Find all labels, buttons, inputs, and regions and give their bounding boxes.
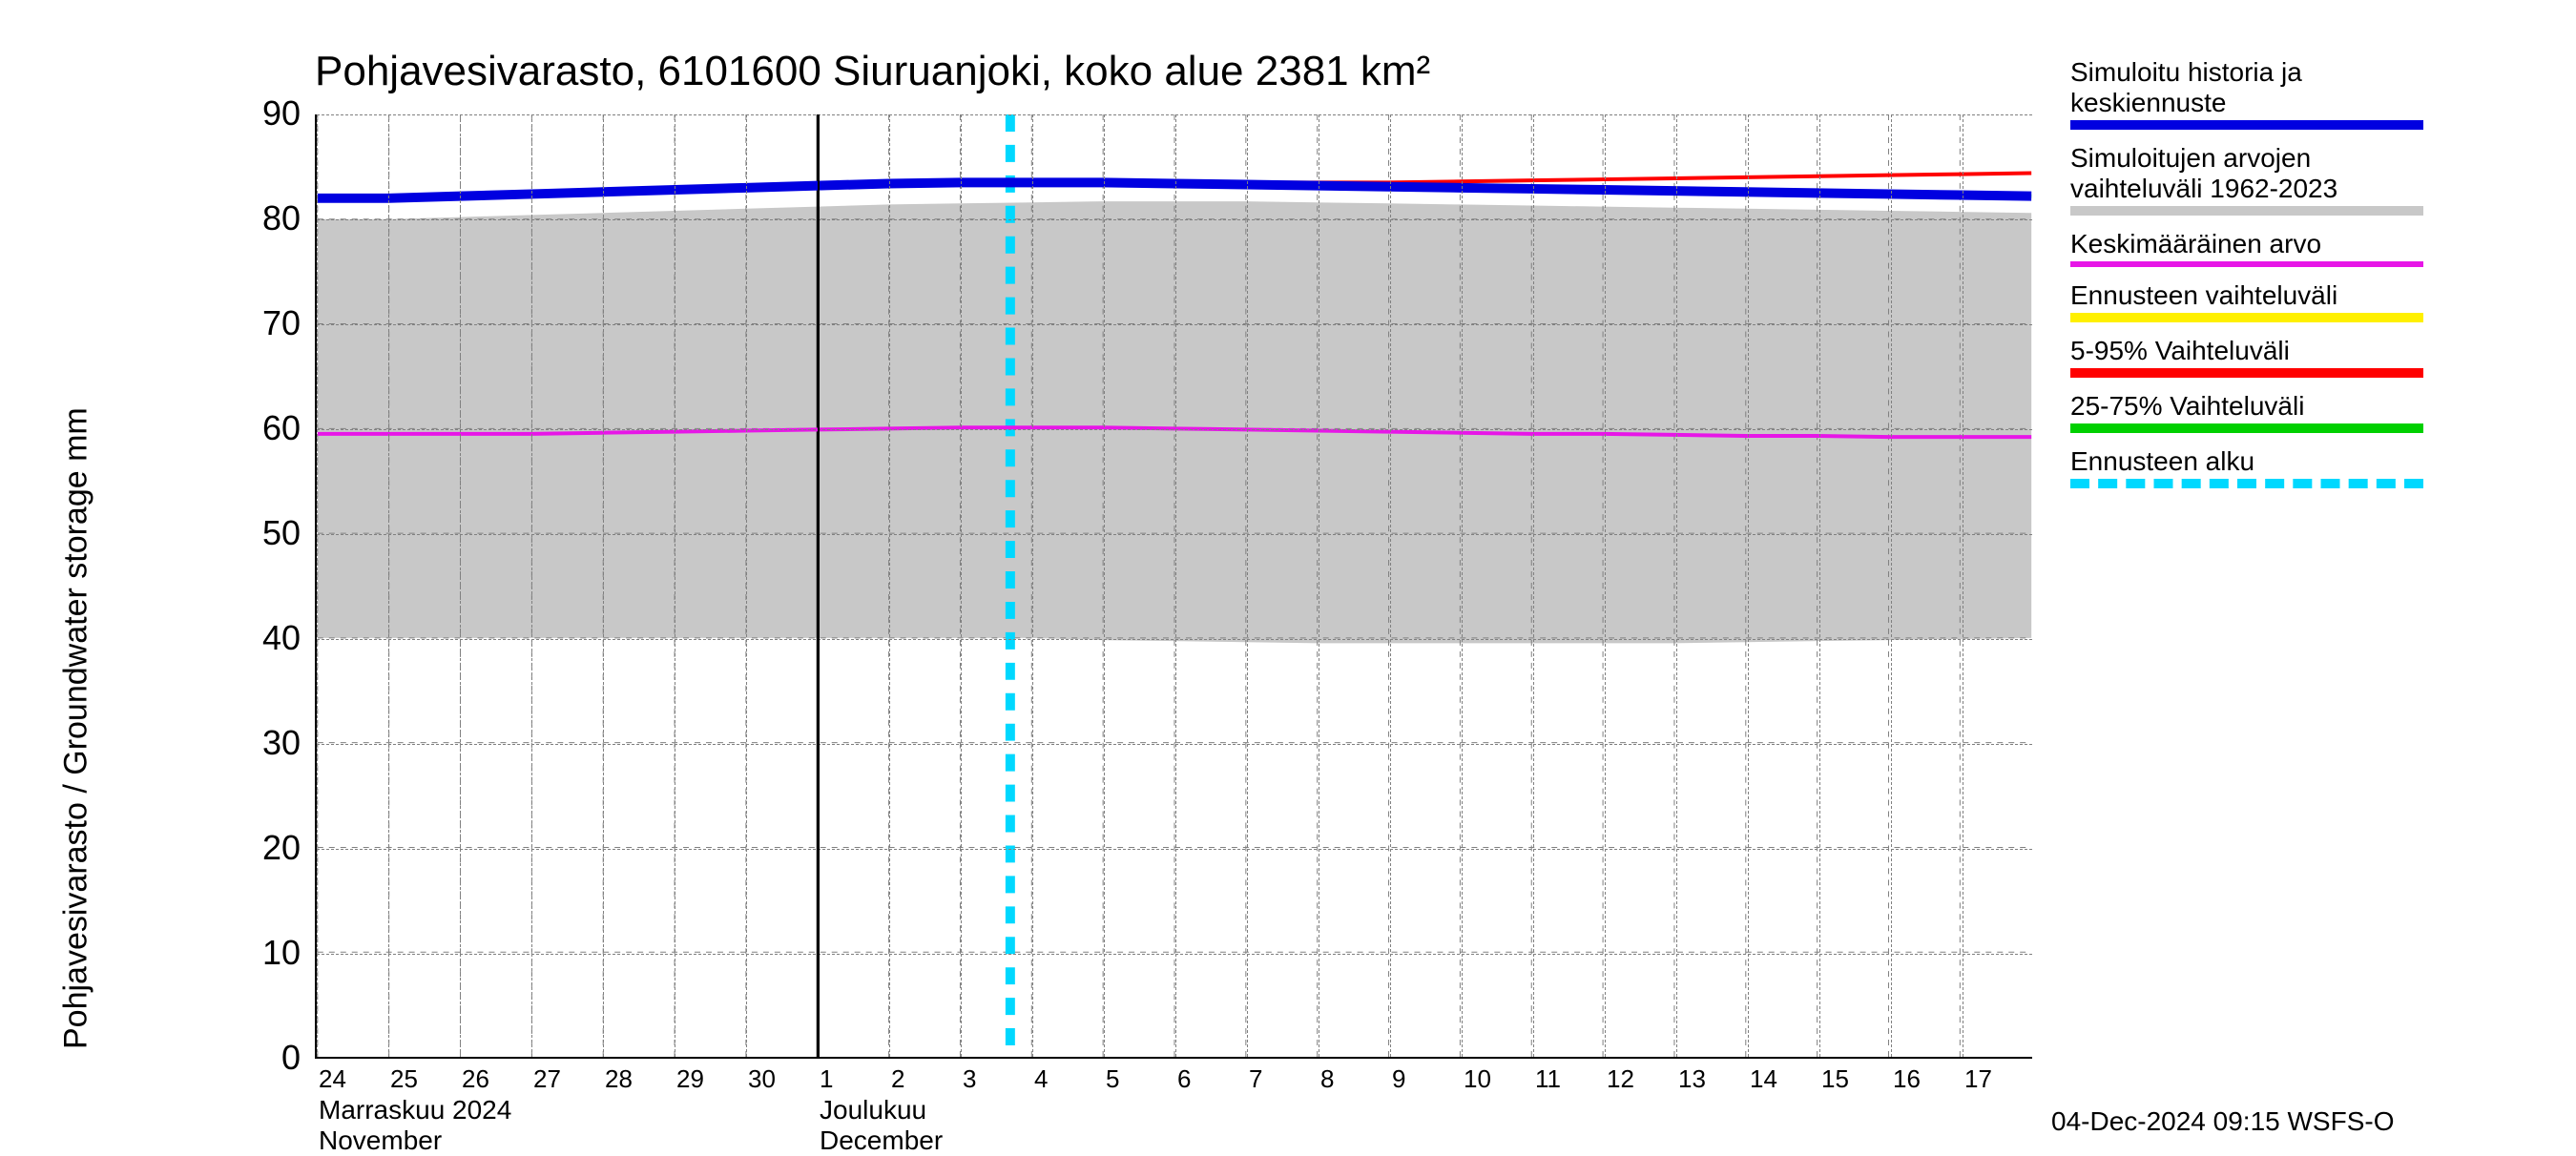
- x-tick-label: 12: [1607, 1064, 1634, 1094]
- x-tick-label: 3: [963, 1064, 976, 1094]
- gridline-v: [1891, 114, 1892, 1057]
- legend-item: 5-95% Vaihteluväli: [2070, 336, 2423, 378]
- y-tick-label: 90: [243, 93, 301, 134]
- x-tick-label: 9: [1392, 1064, 1405, 1094]
- gridline-v: [1676, 114, 1677, 1057]
- x-tick-label: 6: [1177, 1064, 1191, 1094]
- y-axis-label: Pohjavesivarasto / Groundwater storage m…: [58, 407, 95, 1049]
- y-tick-label: 20: [243, 828, 301, 868]
- gridline-h: [317, 954, 2032, 955]
- x-tick-label: 27: [533, 1064, 561, 1094]
- gridline-h: [317, 324, 2032, 325]
- gridline-v: [1819, 114, 1820, 1057]
- legend-label: Ennusteen vaihteluväli: [2070, 280, 2423, 311]
- x-tick-label: 2: [891, 1064, 904, 1094]
- x-tick-label: 17: [1964, 1064, 1992, 1094]
- legend-label: keskiennuste: [2070, 88, 2423, 118]
- y-tick-label: 80: [243, 198, 301, 238]
- legend-swatch: [2070, 120, 2423, 130]
- y-tick-label: 60: [243, 408, 301, 448]
- gridline-v: [1032, 114, 1033, 1057]
- legend-swatch: [2070, 206, 2423, 216]
- legend-swatch: [2070, 423, 2423, 433]
- legend-swatch: [2070, 368, 2423, 378]
- gridline-v: [1247, 114, 1248, 1057]
- plot-svg: [317, 114, 2032, 1057]
- chart-container: Pohjavesivarasto / Groundwater storage m…: [0, 0, 2576, 1145]
- x-month-label: Marraskuu 2024 November: [319, 1095, 511, 1156]
- gridline-v: [746, 114, 747, 1057]
- gridline-h: [317, 639, 2032, 640]
- timestamp-label: 04-Dec-2024 09:15 WSFS-O: [2051, 1106, 2395, 1137]
- chart-title: Pohjavesivarasto, 6101600 Siuruanjoki, k…: [315, 48, 1430, 95]
- gridline-h: [317, 744, 2032, 745]
- gridline-v: [388, 114, 389, 1057]
- y-tick-label: 40: [243, 618, 301, 658]
- legend-label: Ennusteen alku: [2070, 446, 2423, 477]
- x-tick-label: 1: [820, 1064, 833, 1094]
- gridline-v: [1390, 114, 1391, 1057]
- legend-item: Simuloitu historia jakeskiennuste: [2070, 57, 2423, 130]
- gridline-v: [1175, 114, 1176, 1057]
- gridline-v: [818, 114, 820, 1057]
- legend-item: Ennusteen alku: [2070, 446, 2423, 488]
- x-month-label: Joulukuu December: [820, 1095, 943, 1156]
- legend-item: Keskimääräinen arvo: [2070, 229, 2423, 267]
- gridline-v: [1748, 114, 1749, 1057]
- legend-item: 25-75% Vaihteluväli: [2070, 391, 2423, 433]
- x-tick-label: 15: [1821, 1064, 1849, 1094]
- x-tick-label: 28: [605, 1064, 633, 1094]
- legend-swatch: [2070, 261, 2423, 267]
- legend-label: 5-95% Vaihteluväli: [2070, 336, 2423, 366]
- gridline-v: [531, 114, 532, 1057]
- x-tick-label: 10: [1464, 1064, 1491, 1094]
- gridline-v: [460, 114, 461, 1057]
- x-tick-label: 14: [1750, 1064, 1777, 1094]
- y-tick-label: 50: [243, 513, 301, 553]
- gridline-v: [603, 114, 604, 1057]
- x-tick-label: 4: [1034, 1064, 1048, 1094]
- gridline-h: [317, 219, 2032, 220]
- gridline-h: [317, 849, 2032, 850]
- legend: Simuloitu historia jakeskiennusteSimuloi…: [2070, 57, 2423, 502]
- gridline-h: [317, 114, 2032, 115]
- legend-item: Simuloitujen arvojenvaihteluväli 1962-20…: [2070, 143, 2423, 216]
- gridline-v: [889, 114, 890, 1057]
- x-tick-label: 24: [319, 1064, 346, 1094]
- x-tick-label: 13: [1678, 1064, 1706, 1094]
- gridline-v: [1462, 114, 1463, 1057]
- gridline-v: [1104, 114, 1105, 1057]
- legend-label: Simuloitujen arvojen: [2070, 143, 2423, 174]
- legend-label: Simuloitu historia ja: [2070, 57, 2423, 88]
- x-tick-label: 16: [1893, 1064, 1921, 1094]
- gridline-v: [1533, 114, 1534, 1057]
- x-tick-label: 11: [1535, 1064, 1561, 1094]
- gridline-h: [317, 534, 2032, 535]
- gridline-v: [1605, 114, 1606, 1057]
- legend-label: vaihteluväli 1962-2023: [2070, 174, 2423, 204]
- plot-area: [315, 114, 2032, 1059]
- legend-label: 25-75% Vaihteluväli: [2070, 391, 2423, 422]
- legend-item: Ennusteen vaihteluväli: [2070, 280, 2423, 322]
- x-tick-label: 30: [748, 1064, 776, 1094]
- y-tick-label: 30: [243, 723, 301, 763]
- x-tick-label: 26: [462, 1064, 489, 1094]
- y-tick-label: 10: [243, 933, 301, 973]
- gridline-v: [961, 114, 962, 1057]
- y-tick-label: 70: [243, 303, 301, 343]
- y-tick-label: 0: [243, 1038, 301, 1078]
- legend-swatch: [2070, 479, 2423, 488]
- x-tick-label: 7: [1249, 1064, 1262, 1094]
- x-tick-label: 29: [676, 1064, 704, 1094]
- x-tick-label: 8: [1320, 1064, 1334, 1094]
- legend-label: Keskimääräinen arvo: [2070, 229, 2423, 259]
- x-tick-label: 25: [390, 1064, 418, 1094]
- gridline-h: [317, 429, 2032, 430]
- gridline-v: [317, 114, 318, 1057]
- legend-swatch: [2070, 313, 2423, 322]
- x-tick-label: 5: [1106, 1064, 1119, 1094]
